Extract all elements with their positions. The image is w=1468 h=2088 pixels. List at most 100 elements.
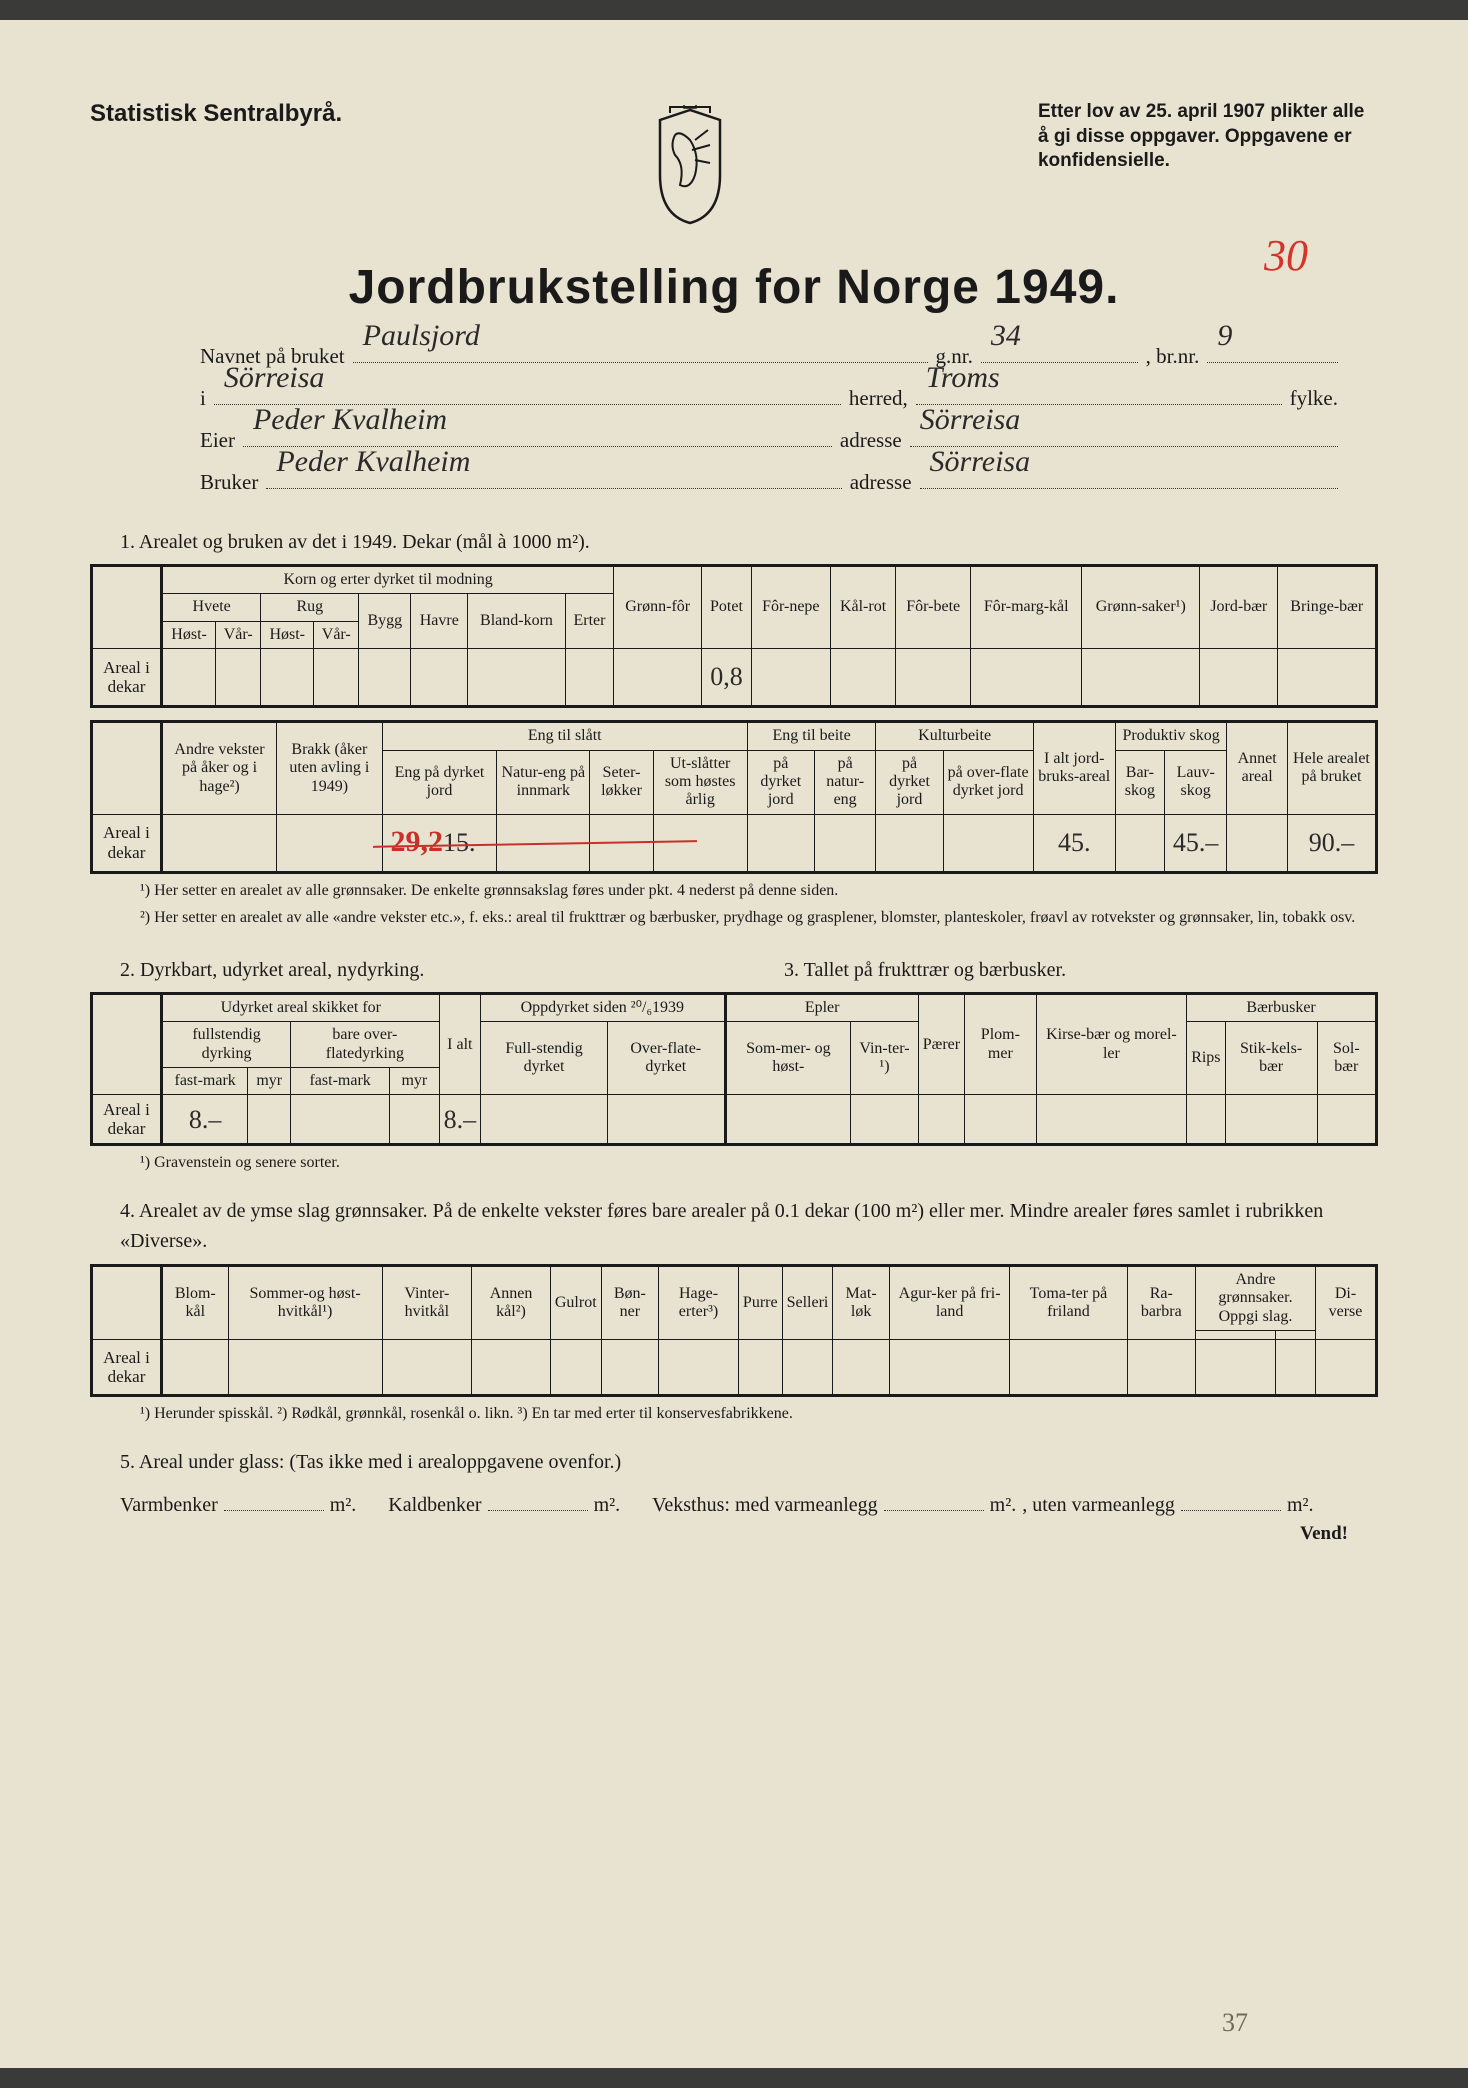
ialt2: I alt	[439, 993, 481, 1095]
bruker-label: Bruker	[200, 461, 258, 503]
host1: Høst-	[162, 621, 216, 648]
sec2-label: 2. Dyrkbart, udyrket areal, nydyrking.	[120, 959, 714, 982]
ialt2-val: 8.–	[439, 1095, 481, 1145]
fastmark2: fast-mark	[291, 1068, 390, 1095]
udyrket: Udyrket areal skikket for	[162, 993, 440, 1021]
bruker-value: Peder Kvalheim	[276, 432, 470, 492]
matlok: Mat-løk	[833, 1266, 890, 1340]
tomat: Toma-ter på friland	[1010, 1266, 1127, 1340]
barskog: Bar-skog	[1115, 750, 1164, 814]
vend-label: Vend!	[90, 1523, 1348, 1545]
potet: Potet	[702, 566, 752, 649]
gulrot: Gulrot	[550, 1266, 601, 1340]
var2: Vår-	[314, 621, 359, 648]
sec3-label: 3. Tallet på frukttrær og bærbusker.	[784, 959, 1378, 982]
row-label-23: Areal i dekar	[92, 1095, 162, 1145]
lauv-val: 45.–	[1164, 814, 1227, 872]
myr1: myr	[248, 1068, 291, 1095]
potet-val: 0,8	[702, 649, 752, 707]
purre: Purre	[738, 1266, 782, 1340]
korn-header: Korn og erter dyrket til modning	[162, 566, 614, 594]
baerbusker: Bærbusker	[1187, 993, 1377, 1021]
eier-adr-label: adresse	[840, 419, 902, 461]
sommerkål: Sommer-og høst-hvitkål¹)	[228, 1266, 382, 1340]
kulturbeite: Kulturbeite	[876, 722, 1033, 750]
andre: Andre vekster på åker og i hage²)	[162, 722, 277, 815]
seter: Seter-løkker	[590, 750, 653, 814]
selleri: Selleri	[782, 1266, 833, 1340]
pa-dyrket1: på dyrket jord	[747, 750, 814, 814]
m2-4: m².	[1287, 1494, 1314, 1517]
fastmark-val: 8.–	[162, 1095, 248, 1145]
overflate: bare over-flatedyrking	[291, 1022, 439, 1068]
brnr-label: , br.nr.	[1146, 335, 1200, 377]
ialt-val: 45.	[1033, 814, 1115, 872]
sec1-label: 1. Arealet og bruken av det i 1949. Deka…	[120, 531, 1378, 554]
eng-dyrket-val: 29,2	[391, 825, 444, 858]
over: Over-flate-dyrket	[607, 1022, 725, 1095]
navnet-value: Paulsjord	[363, 306, 480, 366]
kaldbenker-label: Kaldbenker	[388, 1494, 481, 1517]
veksthus-label: Veksthus: med varmeanlegg	[652, 1494, 878, 1517]
row-label-1a: Areal i dekar	[92, 649, 162, 707]
blomkal: Blom-kål	[162, 1266, 229, 1340]
diverse: Di-verse	[1315, 1266, 1376, 1340]
table-2-3: Udyrket areal skikket for I alt Oppdyrke…	[90, 992, 1378, 1147]
footnote-2: ²) Her setter en arealet av alle «andre …	[140, 907, 1378, 929]
row-label-4: Areal i dekar	[92, 1340, 162, 1396]
bottom-page-number: 37	[1222, 2008, 1248, 2038]
header-fields: Navnet på bruket Paulsjord g.nr. 34 , br…	[200, 335, 1338, 503]
kirse: Kirse-bær og morel-ler	[1036, 993, 1187, 1095]
fylke-label: fylke.	[1290, 377, 1338, 419]
bringebaer: Bringe-bær	[1278, 566, 1377, 649]
law-text: Etter lov av 25. april 1907 plikter alle…	[1038, 100, 1378, 174]
herred-label: herred,	[849, 377, 908, 419]
agurk: Agur-ker på fri-land	[889, 1266, 1009, 1340]
red-page-number: 30	[1264, 230, 1308, 281]
pa-overflate: på over-flate dyrket jord	[943, 750, 1033, 814]
pa-dyrket2: på dyrket jord	[876, 750, 943, 814]
vinterkål: Vinter-hvitkål	[382, 1266, 472, 1340]
form-title: Jordbrukstelling for Norge 1949.	[90, 260, 1378, 315]
fastmark1: fast-mark	[162, 1068, 248, 1095]
ialt-jord: I alt jord-bruks-areal	[1033, 722, 1115, 815]
natureng: Natur-eng på innmark	[497, 750, 590, 814]
row-label-1b: Areal i dekar	[92, 814, 162, 872]
hageerter: Hage-erter³)	[659, 1266, 739, 1340]
varmbenker-label: Varmbenker	[120, 1494, 218, 1517]
solbaer: Sol-bær	[1317, 1022, 1376, 1095]
footnote-3: ¹) Gravenstein og senere sorter.	[140, 1152, 1378, 1174]
annet: Annet areal	[1227, 722, 1287, 815]
brnr-value: 9	[1217, 306, 1232, 366]
host2: Høst-	[261, 621, 314, 648]
lauvskog: Lauv-skog	[1164, 750, 1227, 814]
eier-label: Eier	[200, 419, 235, 461]
eng-dyrket-val2: 15.–	[443, 828, 489, 857]
fullstendig: fullstendig dyrking	[162, 1022, 291, 1068]
coat-of-arms-icon	[635, 100, 745, 230]
kalrot: Kål-rot	[830, 566, 896, 649]
var1: Vår-	[216, 621, 261, 648]
footnote-1: ¹) Her setter en arealet av alle grønnsa…	[140, 880, 1378, 902]
stikkels: Stik-kels-bær	[1225, 1022, 1317, 1095]
hvete: Hvete	[162, 594, 261, 621]
rug: Rug	[261, 594, 359, 621]
eng-slatt: Eng til slått	[382, 722, 747, 750]
m2-1: m².	[330, 1494, 357, 1517]
form-page: Statistisk Sentralbyrå. Etter lov av 25.…	[0, 20, 1468, 2068]
glass-line: Varmbenker m². Kaldbenker m². Veksthus: …	[120, 1487, 1348, 1517]
vinter: Vin-ter-¹)	[851, 1022, 919, 1095]
bonner: Bøn-ner	[601, 1266, 658, 1340]
fornepe: Fôr-nepe	[751, 566, 830, 649]
erter: Erter	[565, 594, 614, 649]
myr2: myr	[390, 1068, 439, 1095]
m2-2: m².	[594, 1494, 621, 1517]
org-name: Statistisk Sentralbyrå.	[90, 100, 342, 128]
utslatter: Ut-slåtter som høstes årlig	[653, 750, 747, 814]
sec4-label: 4. Arealet av de ymse slag grønnsaker. P…	[120, 1196, 1378, 1256]
prod-skog: Produktiv skog	[1115, 722, 1227, 750]
bruker-adr-value: Sörreisa	[930, 432, 1031, 492]
eng-beite: Eng til beite	[747, 722, 876, 750]
pa-natur: på natur-eng	[814, 750, 876, 814]
paerer: Pærer	[918, 993, 964, 1095]
